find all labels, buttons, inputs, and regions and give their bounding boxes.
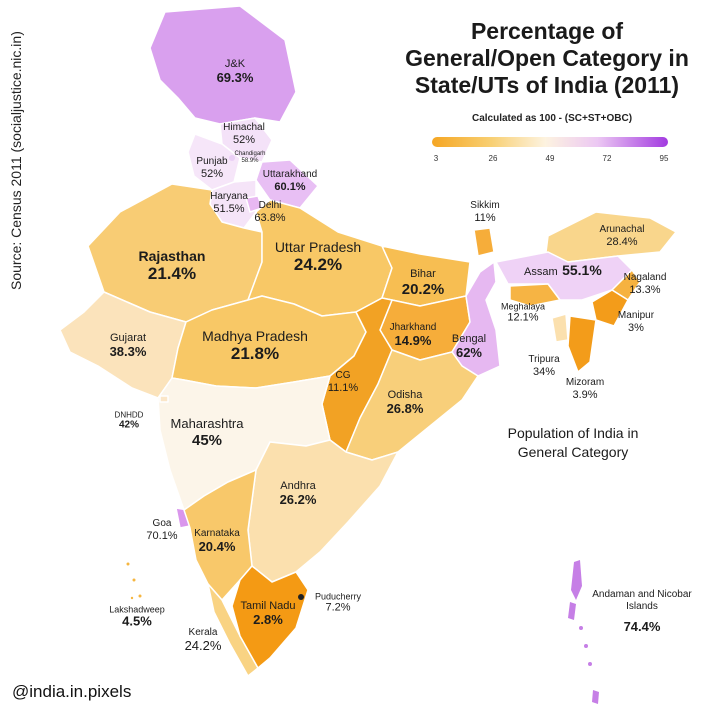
region-tamil-nadu[interactable] bbox=[231, 565, 309, 669]
label-arunachal: Arunachal 28.4% bbox=[599, 223, 645, 248]
andaman-islands bbox=[568, 560, 599, 704]
label-bihar: Bihar 20.2% bbox=[401, 268, 445, 298]
label-cg: CG 11.1% bbox=[327, 369, 359, 394]
label-maharashtra: Maharashtra 45% bbox=[170, 415, 244, 449]
region-odisha[interactable] bbox=[345, 349, 479, 461]
label-madhya-pradesh: Madhya Pradesh 21.8% bbox=[202, 328, 308, 364]
label-mizoram: Mizoram 3.9% bbox=[565, 376, 605, 401]
label-tamil-nadu: Tamil Nadu 2.8% bbox=[240, 600, 296, 627]
label-puducherry: Puducherry 7.2% bbox=[314, 591, 362, 614]
author-handle: @india.in.pixels bbox=[12, 682, 132, 701]
label-manipur: Manipur 3% bbox=[617, 309, 655, 334]
label-jharkhand: Jharkhand 14.9% bbox=[389, 321, 437, 348]
label-delhi: Delhi 63.8% bbox=[254, 199, 286, 224]
label-haryana: Haryana 51.5% bbox=[210, 190, 248, 215]
region-manipur[interactable] bbox=[591, 289, 629, 327]
label-gujarat: Gujarat 38.3% bbox=[109, 332, 147, 359]
label-himachal: Himachal 52% bbox=[223, 121, 265, 146]
label-chandigarh: Chandigarh 58.9% bbox=[234, 151, 266, 164]
region-mizoram[interactable] bbox=[567, 315, 597, 373]
label-jk: J&K 69.3% bbox=[216, 58, 254, 85]
legend-tick: 26 bbox=[488, 154, 498, 163]
label-rajasthan: Rajasthan 21.4% bbox=[138, 248, 206, 284]
region-bengal[interactable] bbox=[451, 261, 501, 377]
note-line-2: General Category bbox=[517, 444, 629, 460]
region-tripura[interactable] bbox=[551, 313, 569, 343]
region-kerala[interactable] bbox=[207, 583, 259, 677]
label-karnataka: Karnataka 20.4% bbox=[194, 527, 240, 554]
label-meghalaya: Meghalaya 12.1% bbox=[500, 301, 546, 324]
title-line-3: State/UTs of India (2011) bbox=[414, 72, 680, 98]
lakshadweep-islands bbox=[126, 562, 142, 600]
title-line-1: Percentage of bbox=[470, 18, 624, 44]
label-tripura: Tripura 34% bbox=[528, 353, 560, 378]
label-dnhdd: DNHDD 42% bbox=[114, 410, 144, 431]
label-andhra: Andhra 26.2% bbox=[279, 480, 317, 507]
legend-tick: 72 bbox=[602, 154, 612, 163]
title-line-2: General/Open Category in bbox=[405, 45, 689, 71]
legend-tick: 3 bbox=[433, 154, 439, 163]
label-odisha: Odisha 26.8% bbox=[386, 389, 424, 416]
region-chandigarh[interactable] bbox=[229, 155, 235, 161]
map-subtitle: Calculated as 100 - (SC+ST+OBC) bbox=[471, 113, 633, 124]
label-assam: Assam 55.1% bbox=[524, 262, 602, 278]
source-credit: Source: Census 2011 (socialjustice.nic.i… bbox=[8, 31, 24, 290]
label-nagaland: Nagaland 13.3% bbox=[623, 271, 667, 296]
legend-tick: 95 bbox=[659, 154, 669, 163]
label-punjab: Punjab 52% bbox=[196, 155, 228, 180]
population-note: Population of India in General Category bbox=[488, 424, 658, 462]
region-puducherry[interactable] bbox=[298, 594, 304, 600]
legend-tick: 49 bbox=[545, 154, 555, 163]
legend-color-bar bbox=[432, 137, 668, 147]
label-goa: Goa 70.1% bbox=[146, 517, 178, 542]
label-uttar-pradesh: Uttar Pradesh 24.2% bbox=[274, 239, 362, 275]
label-andaman: Andaman and Nicobar Islands 74.4% bbox=[592, 589, 692, 635]
region-sikkim[interactable] bbox=[473, 227, 495, 257]
label-uttarakhand: Uttarakhand 60.1% bbox=[262, 168, 318, 193]
note-line-1: Population of India in bbox=[507, 425, 639, 441]
label-kerala: Kerala 24.2% bbox=[184, 626, 222, 653]
label-sikkim: Sikkim 11% bbox=[470, 199, 500, 224]
region-gujarat[interactable] bbox=[59, 291, 187, 399]
label-lakshadweep: Lakshadweep 4.5% bbox=[109, 604, 165, 629]
region-meghalaya[interactable] bbox=[509, 283, 561, 307]
region-andhra[interactable] bbox=[247, 439, 399, 583]
map-title: Percentage of General/Open Category in S… bbox=[392, 18, 702, 99]
label-bengal: Bengal 62% bbox=[451, 333, 487, 360]
region-dnhdd[interactable] bbox=[159, 395, 169, 403]
